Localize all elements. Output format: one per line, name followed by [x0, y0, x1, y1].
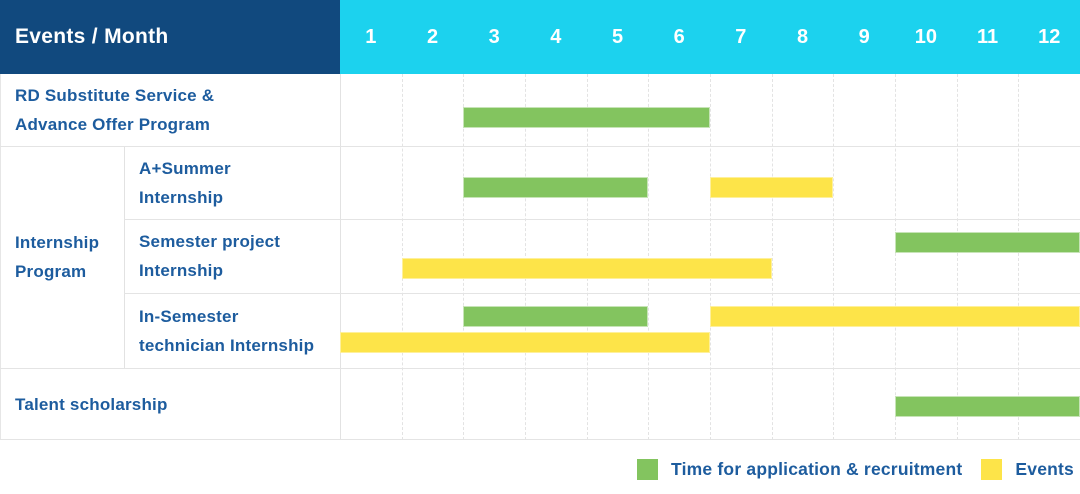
month-gridline	[648, 74, 650, 440]
table-body	[0, 74, 1079, 440]
gantt-bar-event	[710, 306, 1080, 327]
month-header-4: 4	[550, 25, 562, 48]
month-gridline	[771, 74, 773, 440]
month-gridline	[710, 74, 711, 440]
month-header-11: 11	[976, 25, 999, 48]
table-bottom-border	[0, 439, 1080, 440]
row-label-a-plus-summer: A+Summer Internship	[139, 158, 231, 207]
month-header-10: 10	[914, 25, 937, 48]
gantt-bar-application	[463, 107, 710, 128]
legend-label-events: Events	[1015, 459, 1074, 479]
legend-swatch-green-icon	[637, 459, 659, 480]
month-gridline	[895, 74, 896, 440]
month-header-1: 1	[365, 25, 377, 48]
month-header-5: 5	[611, 25, 624, 48]
month-header-2: 2	[426, 25, 439, 48]
gantt-bar-event	[401, 258, 772, 279]
month-gridline	[401, 74, 403, 440]
events-month-label: Events / Month	[15, 25, 169, 48]
month-header-9: 9	[858, 25, 870, 48]
gantt-bar-application	[895, 396, 1080, 417]
legend-swatch-yellow-icon	[981, 459, 1003, 480]
gantt-bar-event	[710, 177, 834, 198]
legend: Time for application & recruitment Event…	[637, 459, 1074, 480]
row-border	[124, 219, 1080, 220]
legend-item-application: Time for application & recruitment	[637, 459, 962, 480]
row-border	[0, 146, 1080, 147]
gantt-bar-application	[463, 177, 649, 198]
gantt-bar-application	[895, 232, 1080, 253]
row-border	[124, 293, 1080, 294]
gantt-bar-application	[463, 306, 649, 327]
label-chart-divider	[340, 74, 341, 440]
row-label-semester-project: Semester project Internship	[139, 232, 281, 280]
month-gridline	[833, 74, 835, 440]
month-gridline	[525, 74, 526, 440]
month-header-3: 3	[488, 25, 500, 48]
month-gridline	[1018, 74, 1020, 440]
header-month-numbers: 1 2 3 4 5 6 7 8 9 10 11 12	[340, 0, 1080, 74]
month-header-8: 8	[796, 25, 809, 48]
row-label-talent-scholarship: Talent scholarship	[15, 394, 168, 414]
month-header-6: 6	[673, 25, 685, 48]
row-group-label-internship-program: Internship Program	[15, 233, 100, 281]
month-gridline	[956, 74, 958, 440]
row-border	[0, 368, 1080, 369]
row-label-in-semester-technician: In-Semester technician Internship	[139, 306, 315, 355]
month-header-7: 7	[735, 25, 747, 48]
row-label-rd-substitute: RD Substitute Service & Advance Offer Pr…	[15, 86, 215, 134]
header-events-month-cell: Events / Month	[0, 0, 340, 74]
group-subrow-divider	[124, 146, 125, 368]
legend-label-application: Time for application & recruitment	[671, 459, 963, 479]
month-header-12: 12	[1038, 25, 1061, 48]
legend-item-events: Events	[981, 459, 1074, 480]
gantt-bar-event	[340, 332, 710, 353]
gantt-table: Events / Month 1 2 3 4 5 6 7 8 9 10 11 12 RD Substi…	[0, 0, 1080, 440]
month-gridline	[586, 74, 588, 440]
month-gridline	[463, 74, 465, 440]
